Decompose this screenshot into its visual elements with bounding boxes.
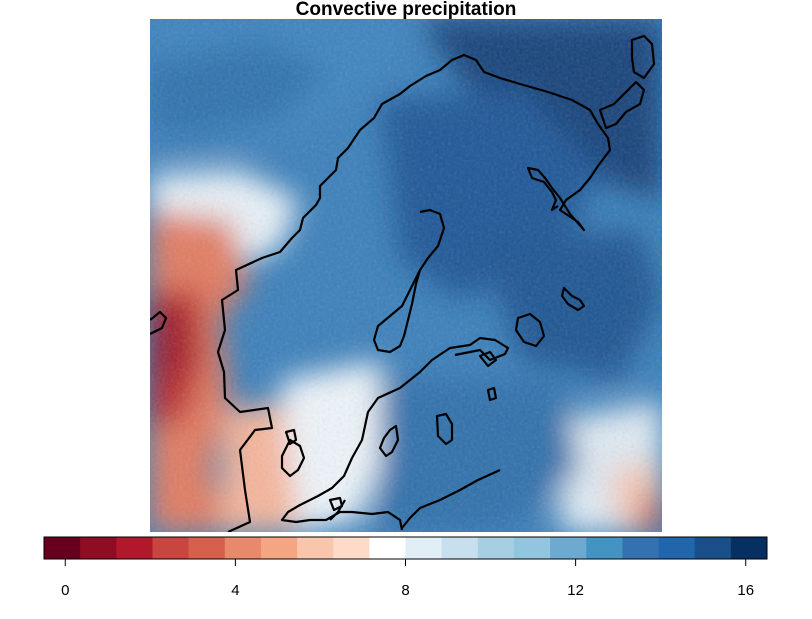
gotland-island: [378, 424, 400, 458]
map-title: Convective precipitation: [295, 0, 517, 20]
colorbar-swatch: [586, 537, 623, 559]
colorbar-swatch: [369, 537, 406, 559]
precipitation-field: [150, 19, 662, 532]
aland-islands: [486, 386, 498, 402]
colorbar-swatch: [477, 537, 515, 559]
colorbar-swatch: [658, 537, 696, 559]
colorbar-swatch: [694, 537, 732, 559]
colorbar-tick-label: 12: [567, 582, 584, 599]
lake-ladoga: [514, 312, 546, 348]
colorbar-swatch: [550, 537, 587, 559]
colorbar-tick-label: 4: [231, 582, 239, 599]
estonia-islands: [478, 350, 498, 368]
coastline-baltic-east: [280, 336, 510, 531]
colorbar-tick-label: 8: [401, 582, 409, 599]
lake-onega: [560, 286, 586, 312]
white-sea-north: [630, 34, 656, 80]
colorbar-swatch: [116, 537, 153, 559]
colorbar-tick-label: 16: [737, 582, 754, 599]
colorbar-swatch: [44, 537, 81, 559]
bornholm-island: [328, 496, 344, 512]
colorbar-ticks: 0 4 8 12 16: [61, 559, 754, 599]
colorbar-swatch: [405, 537, 443, 559]
coastline-scandinavia: [216, 53, 612, 532]
colorbar-swatch: [80, 537, 117, 559]
colorbar-swatch: [297, 537, 334, 559]
fyn-island: [284, 428, 298, 446]
white-sea-bay: [598, 80, 646, 130]
colorbar-swatch: [188, 537, 226, 559]
colorbar-swatch: [224, 537, 262, 559]
colorbar-swatch: [333, 537, 370, 559]
colorbar-swatch: [441, 537, 479, 559]
colorbar-tick-label: 0: [61, 582, 69, 599]
lake-vanern: [372, 208, 446, 354]
oland-island: [435, 412, 454, 446]
zealand-island: [280, 438, 306, 478]
coastline-layer: [150, 34, 656, 532]
norway-southwest-islands: [150, 310, 168, 335]
colorbar-swatch: [152, 537, 190, 559]
coastline-kattegat: [329, 468, 501, 529]
colorbar-swatch: [513, 537, 551, 559]
colorbar-swatch: [622, 537, 660, 559]
colorbar-swatch: [260, 537, 298, 559]
colorbar-swatch: [730, 537, 768, 559]
colorbar: [44, 537, 768, 559]
